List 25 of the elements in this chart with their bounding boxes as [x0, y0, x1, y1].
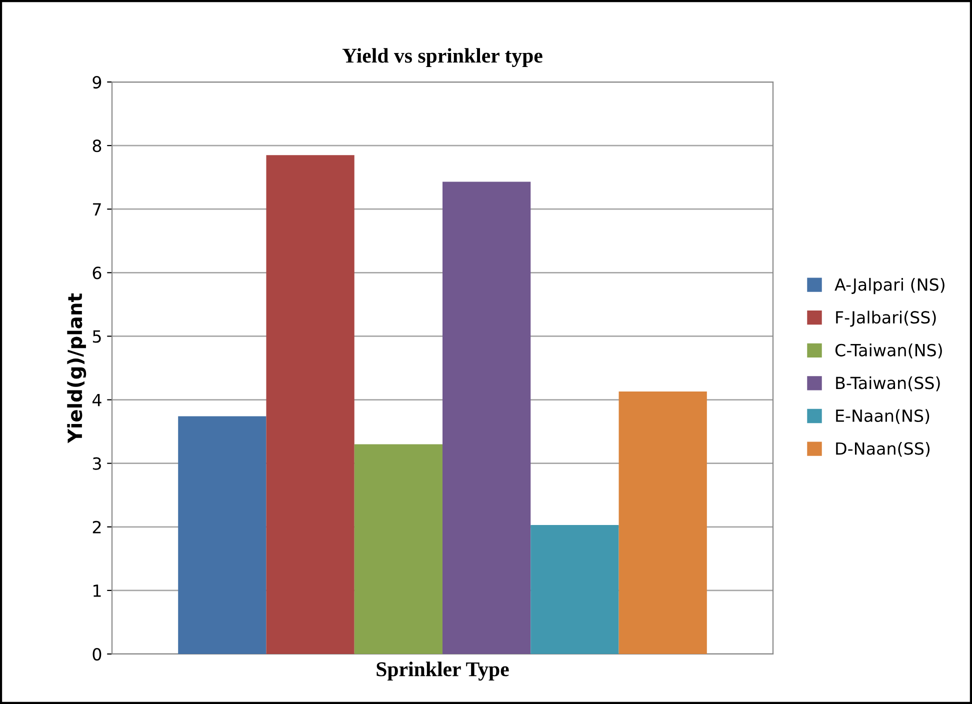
legend-label: B-Taiwan(SS) [836, 376, 940, 392]
y-tick-label: 1 [94, 584, 101, 597]
y-tick-label: 9 [92, 76, 102, 89]
y-tick-label: 7 [93, 203, 101, 216]
y-tick-label: 0 [92, 648, 102, 661]
legend-label: C-Taiwan(NS) [835, 344, 942, 358]
y-tick-label: 4 [92, 394, 102, 406]
bar [266, 155, 354, 654]
y-tick-label: 2 [92, 520, 101, 534]
legend-label: A-Jalpari (NS) [834, 278, 944, 294]
legend-label: E-Naan(NS) [836, 409, 930, 424]
legend-label: D-Naan(SS) [836, 442, 930, 457]
bar [530, 524, 619, 654]
bar [618, 392, 707, 654]
bar [178, 416, 266, 654]
y-tick-label: 6 [92, 266, 102, 280]
y-tick-label: 8 [92, 140, 102, 152]
legend-label: F-Jalbari(SS) [836, 310, 936, 327]
y-axis-title: Yield(g)/plant [67, 293, 86, 444]
bar [354, 444, 442, 654]
y-tick-label: 5 [92, 330, 101, 343]
y-tick-label: 3 [92, 457, 101, 470]
chart-title: Yield vs sprinkler type [342, 48, 542, 68]
bar [442, 182, 531, 654]
x-axis-title: Sprinkler Type [376, 662, 509, 681]
